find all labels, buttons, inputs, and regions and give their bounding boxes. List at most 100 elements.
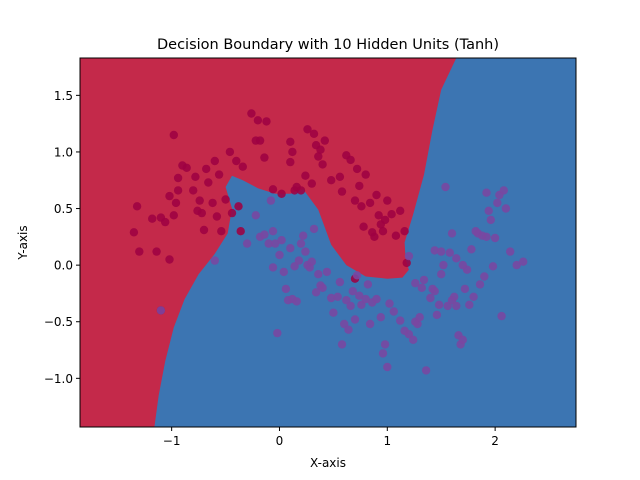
data-point-class-0 — [383, 196, 392, 205]
data-point-class-1 — [210, 256, 219, 265]
plot-area — [80, 58, 576, 427]
data-point-class-1 — [348, 287, 357, 296]
data-point-class-0 — [301, 171, 310, 180]
data-point-class-0 — [335, 172, 345, 181]
data-point-class-0 — [320, 136, 329, 145]
data-point-class-1 — [296, 239, 306, 248]
data-point-class-1 — [421, 366, 431, 375]
data-point-class-1 — [437, 247, 446, 256]
data-point-class-0 — [260, 153, 269, 162]
y-tick-label: 0.0 — [54, 259, 73, 273]
data-point-class-0 — [232, 156, 241, 166]
data-point-class-0 — [129, 228, 139, 237]
data-point-class-0 — [380, 215, 390, 225]
y-tick-label: 1.0 — [54, 145, 73, 159]
data-point-class-0 — [208, 198, 217, 208]
data-point-class-0 — [372, 190, 381, 200]
data-point-class-1 — [499, 186, 508, 195]
data-point-class-0 — [171, 198, 181, 208]
y-tick-label: −0.5 — [44, 315, 73, 329]
data-point-class-1 — [299, 231, 308, 240]
data-point-class-0 — [277, 189, 286, 198]
data-point-class-1 — [273, 328, 282, 338]
data-point-class-0 — [309, 129, 319, 138]
data-point-class-1 — [380, 340, 390, 349]
y-tick-label: −1.0 — [44, 372, 73, 386]
chart-title: Decision Boundary with 10 Hidden Units (… — [157, 37, 499, 53]
data-point-class-0 — [197, 208, 206, 218]
data-point-class-1 — [465, 300, 474, 309]
data-point-class-1 — [469, 292, 478, 301]
data-point-class-1 — [376, 313, 385, 322]
data-point-class-1 — [266, 196, 276, 205]
data-point-class-0 — [255, 136, 265, 145]
y-axis-ticks: −1.0 −0.5 0.0 0.5 1.0 1.5 — [44, 89, 80, 386]
data-point-class-1 — [430, 246, 439, 255]
data-point-class-0 — [161, 217, 170, 227]
data-point-class-1 — [357, 300, 366, 309]
data-point-class-1 — [413, 319, 422, 329]
data-point-class-1 — [322, 267, 332, 277]
data-point-class-1 — [426, 293, 435, 303]
data-point-class-1 — [279, 267, 288, 277]
data-point-class-1 — [372, 294, 381, 304]
data-point-class-1 — [434, 300, 444, 309]
y-tick-label: 1.5 — [54, 89, 73, 103]
data-point-class-1 — [409, 335, 418, 344]
x-tick-label: 2 — [491, 434, 499, 448]
data-point-class-0 — [303, 125, 312, 134]
data-point-class-1 — [156, 306, 166, 315]
data-point-class-1 — [419, 275, 429, 285]
data-point-class-1 — [286, 244, 295, 253]
data-point-class-1 — [301, 247, 310, 256]
data-point-class-1 — [264, 239, 273, 248]
data-point-class-1 — [268, 227, 278, 236]
data-point-class-0 — [152, 247, 161, 256]
data-point-class-1 — [460, 284, 470, 294]
decision-region-class-1 — [154, 58, 576, 427]
data-point-class-1 — [365, 319, 375, 329]
data-point-class-1 — [501, 204, 511, 213]
data-point-class-0 — [316, 145, 325, 154]
data-point-class-1 — [482, 188, 491, 197]
data-point-class-0 — [396, 206, 405, 215]
data-point-class-1 — [292, 297, 301, 306]
data-point-class-0 — [227, 208, 237, 218]
data-point-class-1 — [314, 270, 323, 279]
data-point-class-0 — [327, 176, 336, 185]
data-point-class-0 — [169, 211, 178, 220]
data-point-class-1 — [437, 270, 446, 279]
data-point-class-1 — [340, 319, 349, 329]
data-point-class-1 — [378, 349, 388, 358]
data-point-class-1 — [411, 279, 420, 288]
data-point-class-0 — [387, 210, 396, 219]
data-point-class-1 — [385, 299, 394, 308]
data-point-class-1 — [268, 263, 278, 272]
data-point-class-1 — [271, 239, 280, 248]
data-point-class-0 — [191, 172, 200, 181]
data-point-class-0 — [165, 255, 174, 264]
data-point-class-1 — [415, 313, 424, 322]
data-point-class-0 — [148, 214, 157, 223]
data-point-class-1 — [361, 294, 370, 304]
data-point-class-1 — [352, 271, 362, 280]
data-point-class-0 — [268, 185, 278, 194]
data-point-class-1 — [432, 310, 442, 320]
data-point-class-0 — [355, 181, 364, 191]
data-point-class-0 — [199, 225, 209, 235]
x-tick-label: −1 — [163, 434, 181, 448]
data-point-class-1 — [475, 280, 485, 289]
data-point-class-0 — [212, 212, 222, 221]
data-point-class-0 — [132, 202, 142, 211]
data-points — [129, 109, 528, 375]
data-point-class-0 — [234, 202, 243, 211]
plot-frame — [79, 57, 577, 428]
data-point-class-0 — [210, 156, 219, 166]
data-point-class-0 — [189, 186, 198, 195]
data-point-class-0 — [359, 222, 368, 231]
x-tick-label: 0 — [276, 434, 284, 448]
data-point-class-1 — [309, 224, 319, 234]
data-point-class-1 — [458, 260, 467, 270]
data-point-class-1 — [396, 316, 405, 325]
